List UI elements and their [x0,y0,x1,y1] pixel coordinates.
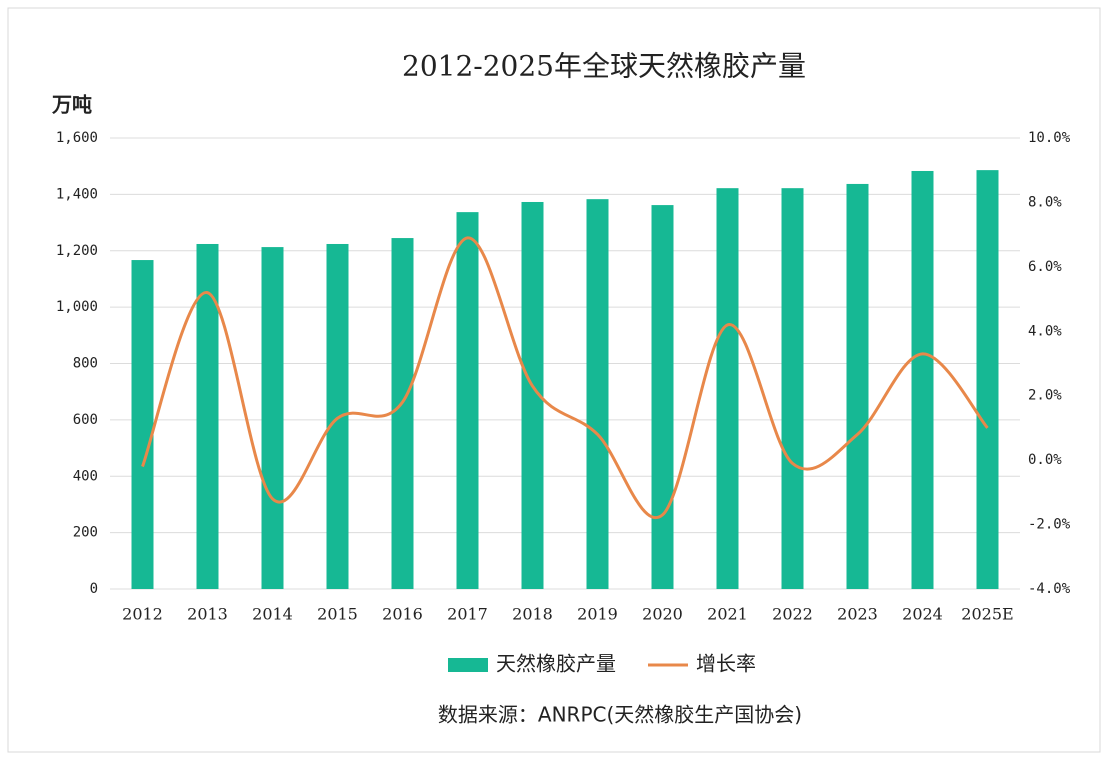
y-tick-label: 1,000 [56,299,98,315]
x-tick-label: 2024 [902,605,943,624]
y-tick-label: 600 [73,412,98,428]
x-tick-label: 2015 [317,605,358,624]
y2-tick-label: 8.0% [1028,194,1062,210]
bar [521,201,544,589]
x-tick-label: 2025E [961,605,1013,624]
legend-swatch [448,658,488,672]
x-tick-label: 2020 [642,605,683,624]
bar [781,188,804,589]
x-tick-label: 2012 [122,605,163,624]
x-tick-label: 2013 [187,605,228,624]
chart-frame [7,7,1101,753]
bar [456,212,479,589]
x-tick-label: 2019 [577,605,618,624]
y2-tick-label: 4.0% [1028,323,1062,339]
x-tick-label: 2014 [252,605,293,624]
y-axis-label: 万吨 [51,93,92,117]
source-note: 数据来源：ANRPC(天然橡胶生产国协会) [438,703,802,727]
x-tick-label: 2022 [772,605,813,624]
y2-tick-label: 0.0% [1028,452,1062,468]
legend-label: 增长率 [696,652,756,676]
x-tick-label: 2018 [512,605,553,624]
y-tick-label: 1,200 [56,243,98,259]
y-tick-label: 400 [73,468,98,484]
bar [391,238,414,590]
bar [716,188,739,589]
y2-tick-label: -2.0% [1028,517,1071,533]
x-tick-label: 2023 [837,605,878,624]
bar [131,260,154,589]
bar [261,247,284,589]
bar [846,183,869,589]
bar [586,199,609,589]
growth-line [141,236,989,520]
x-tick-label: 2017 [447,605,488,624]
legend-label: 天然橡胶产量 [496,652,616,676]
y2-tick-label: 2.0% [1028,388,1062,404]
bar [976,170,999,590]
x-tick-label: 2021 [707,605,748,624]
bar [196,243,219,590]
x-tick-label: 2016 [382,605,423,624]
y2-tick-label: 6.0% [1028,259,1062,275]
y2-tick-label: -4.0% [1028,581,1071,597]
bar [911,170,934,589]
y-tick-label: 1,600 [56,130,98,146]
y-tick-label: 800 [73,356,98,372]
chart-title: 2012-2025年全球天然橡胶产量 [402,50,806,83]
bar [651,205,674,589]
y-tick-label: 200 [73,525,98,541]
y-tick-label: 0 [90,581,98,597]
y-tick-label: 1,400 [56,186,98,202]
y2-tick-label: 10.0% [1028,130,1071,146]
